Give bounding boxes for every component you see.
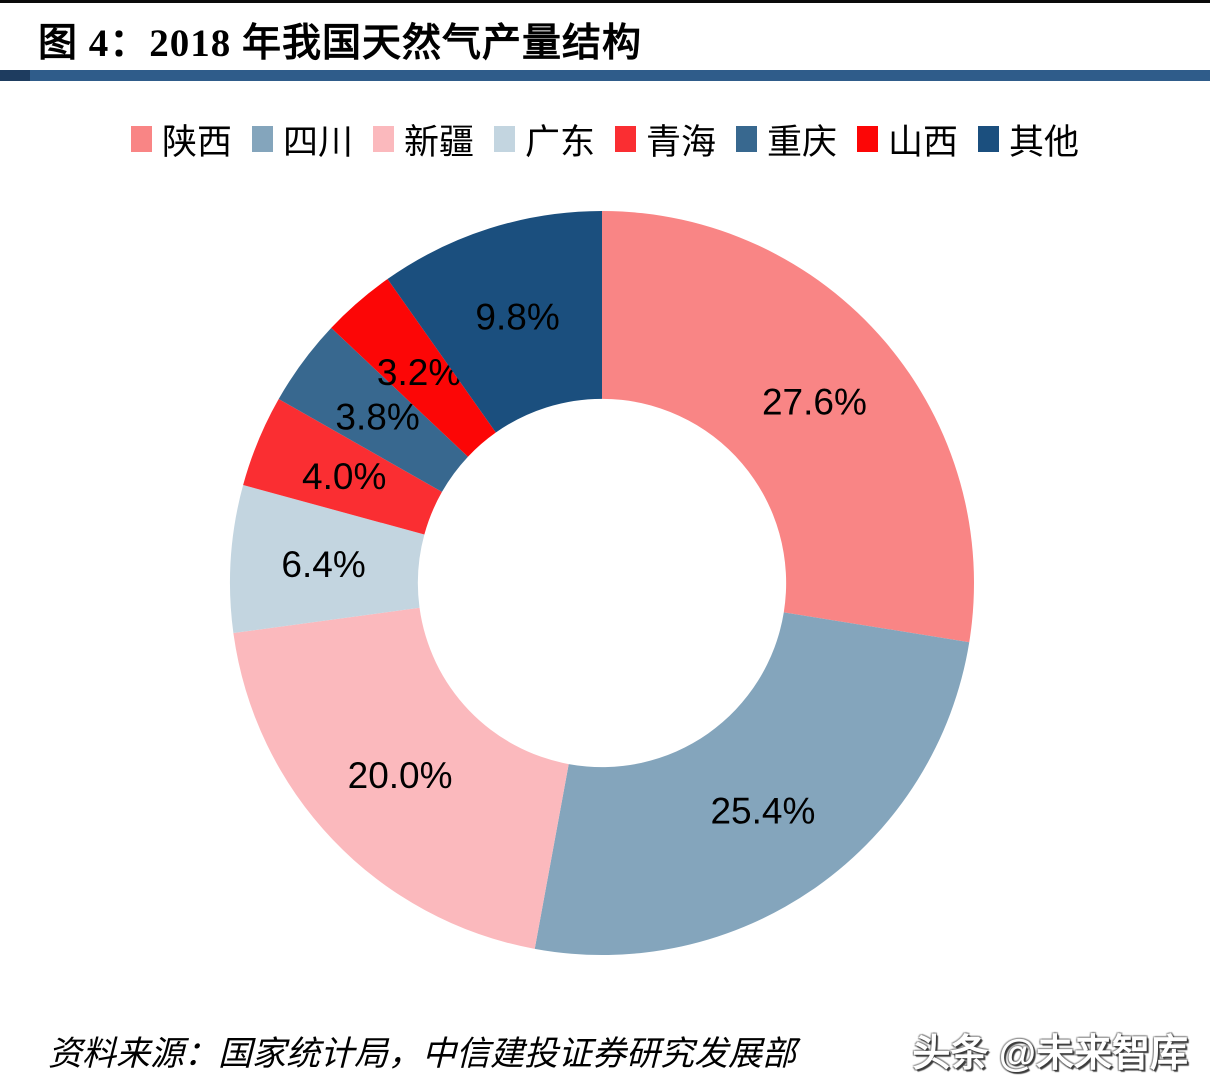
- legend-item-other: 其他: [978, 114, 1079, 165]
- legend-item-qinghai: 青海: [615, 114, 716, 165]
- donut-slice-chongqing: [278, 327, 468, 492]
- slice-label-other: 9.8%: [475, 297, 559, 338]
- legend-swatch-shaanxi: [130, 126, 152, 152]
- legend-item-xinjiang: 新疆: [372, 114, 474, 165]
- legend-label-shaanxi: 陕西: [161, 122, 232, 162]
- donut-slice-shanxi: [331, 279, 496, 457]
- legend-item-shaanxi: 陕西: [130, 114, 232, 165]
- donut-slice-guangdong: [230, 485, 425, 633]
- legend-label-xinjiang: 新疆: [403, 122, 474, 162]
- slice-label-xinjiang: 20.0%: [348, 755, 453, 796]
- slice-label-qinghai: 4.0%: [302, 456, 386, 497]
- legend-swatch-sichuan: [251, 126, 273, 152]
- legend-item-sichuan: 四川: [251, 114, 353, 165]
- slice-label-chongqing: 3.8%: [335, 397, 419, 438]
- title-underline-rule-accent: [0, 70, 30, 81]
- legend-item-guangdong: 广东: [493, 114, 595, 165]
- legend-item-chongqing: 重庆: [736, 114, 837, 165]
- source-note: 资料来源：国家统计局，中信建投证券研究发展部: [48, 1036, 796, 1073]
- legend-label-chongqing: 重庆: [767, 122, 838, 162]
- legend-swatch-xinjiang: [372, 126, 394, 152]
- slice-label-guangdong: 6.4%: [281, 544, 365, 585]
- legend-item-shanxi: 山西: [857, 114, 958, 165]
- legend-label-shanxi: 山西: [888, 122, 959, 162]
- slice-label-sichuan: 25.4%: [710, 791, 815, 832]
- watermark: 头条 @未来智库: [912, 1033, 1188, 1075]
- legend-label-sichuan: 四川: [282, 122, 353, 162]
- donut-slice-xinjiang: [233, 607, 569, 949]
- chart-legend: 陕西 四川 新疆 广东 青海 重庆 山西 其他: [0, 114, 1210, 164]
- slice-label-shaanxi: 27.6%: [762, 382, 867, 423]
- donut-slice-qinghai: [243, 399, 442, 535]
- legend-swatch-chongqing: [736, 126, 758, 152]
- donut-slice-shaanxi: [602, 211, 974, 643]
- legend-label-other: 其他: [1009, 122, 1080, 162]
- legend-label-qinghai: 青海: [646, 122, 717, 162]
- legend-label-guangdong: 广东: [524, 122, 595, 162]
- title-underline-rule: [0, 70, 1210, 81]
- top-border-line: [0, 0, 1210, 3]
- legend-swatch-other: [978, 126, 1000, 152]
- donut-slice-other: [387, 211, 602, 433]
- figure-title: 图 4：2018 年我国天然气产量结构: [38, 22, 643, 65]
- donut-slice-sichuan: [534, 612, 970, 956]
- legend-swatch-shanxi: [857, 126, 879, 152]
- legend-swatch-guangdong: [493, 126, 515, 152]
- legend-swatch-qinghai: [615, 126, 636, 152]
